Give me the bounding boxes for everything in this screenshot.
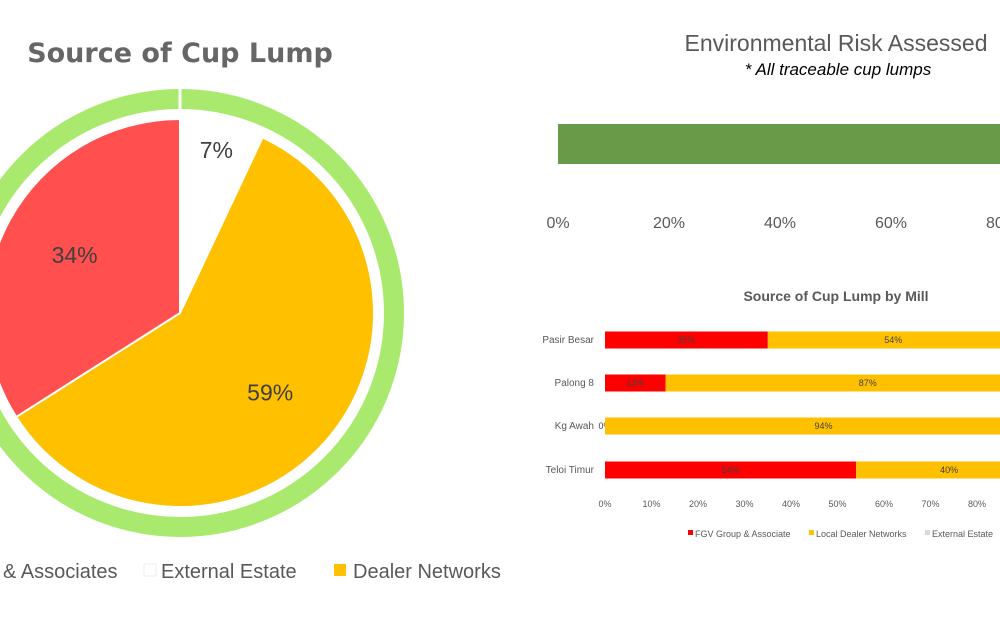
pie-legend-label-external-estate: External Estate [161,561,297,583]
env-chart-subtitle: * All traceable cup lumps [745,60,932,79]
mill-category-label: Kg Awah [555,421,594,432]
mill-legend-label: External Estate [932,529,993,539]
pie-chart-title: Source of Cup Lump [27,38,333,69]
pie-legend: & Associates External Estate Dealer Networ… [3,561,501,583]
mill-bar-segment [856,461,1000,479]
mill-bar-segment [605,461,857,479]
pie-label-external-estate: 7% [200,137,233,163]
mill-legend-label: Local Dealer Networks [816,529,907,539]
mill-x-tick: 20% [689,499,707,509]
env-risk-bar [558,124,1000,164]
mill-data-label: 87% [859,378,877,388]
mill-bar-segment [605,331,768,349]
env-x-tick: 20% [653,215,685,232]
mill-category-label: Palong 8 [555,378,595,389]
mill-x-tick: 0% [598,499,611,509]
mill-chart-title: Source of Cup Lump by Mill [743,288,928,304]
mill-stacked-bar-chart: Pasir Besar 35% 54% Palong 8 13% 87% Kg Awah 0%… [542,331,1000,509]
mill-legend-marker [688,530,693,535]
pie-label-dealer-networks: 59% [247,380,293,406]
env-x-tick: 80% [986,215,1000,232]
pie-chart: 7% 59% 34% [0,87,404,537]
mill-legend-marker [925,530,930,535]
pie-legend-label-fgv-group-associates: & Associates [3,561,118,583]
mill-data-label: 40% [940,465,958,475]
pie-slice-dealer-networks [14,136,375,508]
env-chart-title: Environmental Risk Assessed [685,30,988,56]
mill-data-label: 94% [814,421,832,431]
mill-bar-segment [605,374,666,392]
mill-x-tick: 30% [735,499,753,509]
pie-legend-marker-dealer-networks [334,564,346,576]
mill-x-tick: 70% [921,499,939,509]
mill-data-label: 35% [677,335,695,345]
env-bar-chart: 0% 20% 40% 60% 80% [546,124,1000,232]
pie-label-fgv-group-associates: 34% [52,242,98,268]
mill-x-tick: 60% [875,499,893,509]
mill-x-tick: 40% [782,499,800,509]
mill-legend-marker [809,530,814,535]
mill-data-label: 54% [884,335,902,345]
env-x-tick: 0% [546,215,569,232]
mill-bar-segment [767,331,1000,349]
pie-slice-fgv-group-associates [0,117,181,419]
mill-category-label: Teloi Timur [546,465,595,476]
mill-bar-segment [665,374,1000,392]
mill-data-label: 54% [721,465,739,475]
mill-bar-segment [605,417,1000,435]
mill-category-label: Pasir Besar [542,335,594,346]
pie-legend-marker-external-estate [143,563,157,577]
env-x-tick: 60% [875,215,907,232]
mill-x-tick: 80% [968,499,986,509]
mill-x-tick: 10% [642,499,660,509]
mill-x-tick: 50% [828,499,846,509]
mill-legend: FGV Group & Associate Local Dealer Networ… [688,529,993,539]
mill-legend-label: FGV Group & Associate [695,529,791,539]
mill-data-label: 13% [626,378,644,388]
pie-legend-label-dealer-networks: Dealer Networks [353,561,501,583]
env-x-tick: 40% [764,215,796,232]
